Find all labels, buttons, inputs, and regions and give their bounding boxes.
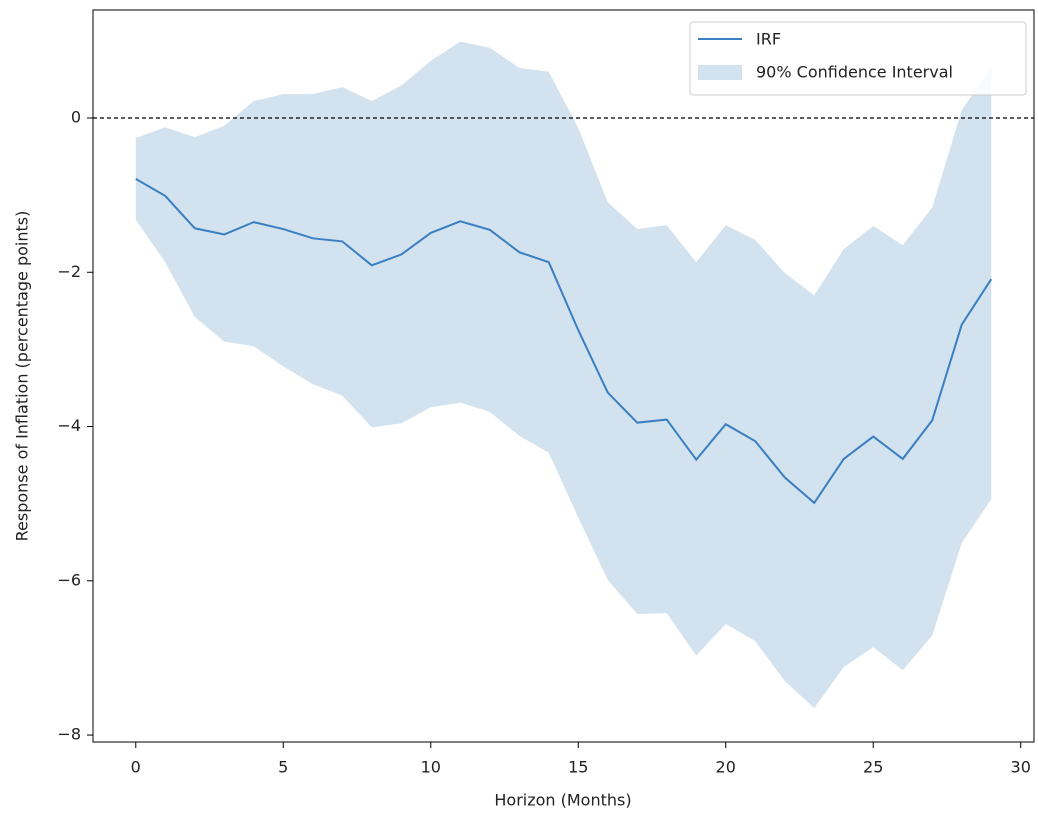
y-tick-label: −2: [57, 262, 81, 281]
x-axis-label: Horizon (Months): [494, 791, 631, 810]
plot-frame: [92, 9, 1035, 743]
y-tick-label: −4: [57, 416, 81, 435]
y-axis-label: Response of Inflation (percentage points…: [13, 211, 32, 542]
legend-label: 90% Confidence Interval: [756, 63, 953, 82]
irf-line: [135, 178, 993, 505]
x-tick-label: 5: [278, 758, 288, 777]
x-tick-label: 25: [863, 758, 883, 777]
x-tick-label: 20: [716, 758, 736, 777]
legend-label: IRF: [756, 30, 781, 49]
x-tick-label: 15: [568, 758, 588, 777]
y-tick-label: −6: [57, 570, 81, 589]
y-tick-label: −8: [57, 725, 81, 744]
x-tick-label: 0: [131, 758, 141, 777]
legend-box: [689, 21, 1027, 96]
legend-patch: [698, 65, 742, 80]
confidence-band: [135, 41, 992, 709]
x-tick-label: 30: [1011, 758, 1031, 777]
x-tick-label: 10: [421, 758, 441, 777]
y-tick-label: 0: [71, 107, 81, 126]
